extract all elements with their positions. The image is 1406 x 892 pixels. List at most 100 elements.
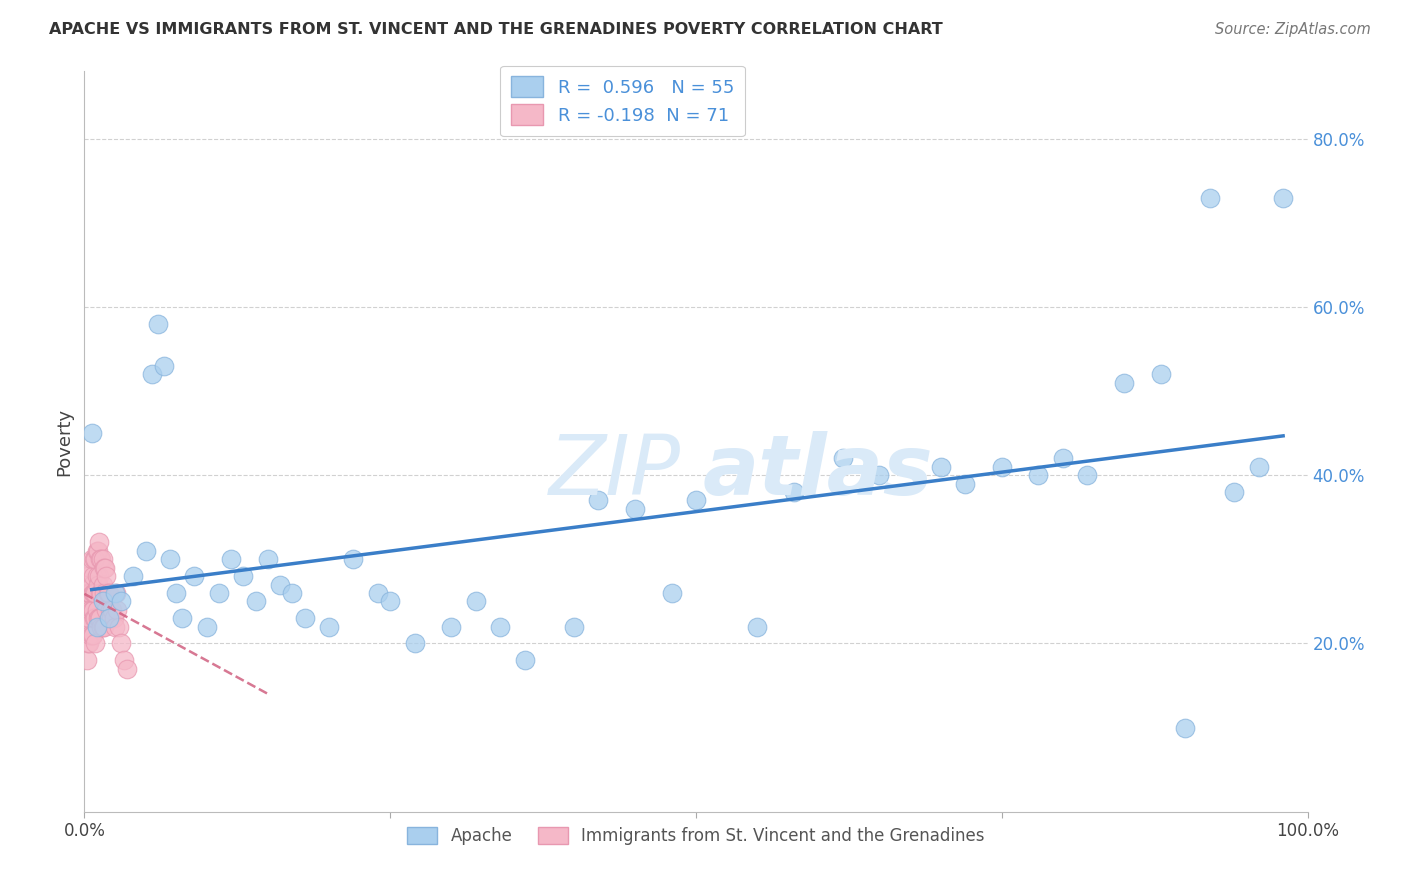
Point — [110, 636, 132, 650]
Point — [318, 619, 340, 633]
Point — [89, 552, 111, 566]
Point — [93, 586, 115, 600]
Point — [87, 611, 110, 625]
Point — [94, 560, 117, 574]
Point — [80, 603, 103, 617]
Point — [77, 594, 100, 608]
Point — [86, 569, 108, 583]
Point — [83, 586, 105, 600]
Point — [1150, 368, 1173, 382]
Point — [513, 653, 536, 667]
Point — [232, 569, 254, 583]
Point — [195, 619, 218, 633]
Point — [77, 569, 100, 583]
Point — [86, 544, 108, 558]
Point — [76, 619, 98, 633]
Point — [104, 586, 127, 600]
Point — [83, 552, 105, 566]
Point — [122, 569, 145, 583]
Point — [93, 619, 115, 633]
Point — [79, 586, 101, 600]
Point — [82, 586, 104, 600]
Point — [586, 493, 609, 508]
Point — [281, 586, 304, 600]
Point — [831, 451, 853, 466]
Point — [79, 603, 101, 617]
Point — [75, 586, 97, 600]
Point — [76, 653, 98, 667]
Point — [929, 459, 952, 474]
Point — [91, 594, 114, 608]
Point — [89, 611, 111, 625]
Point — [135, 544, 157, 558]
Point — [1223, 485, 1246, 500]
Point — [747, 619, 769, 633]
Point — [79, 628, 101, 642]
Point — [91, 577, 114, 591]
Point — [1028, 468, 1050, 483]
Point — [783, 485, 806, 500]
Point — [75, 569, 97, 583]
Point — [245, 594, 267, 608]
Point — [86, 603, 108, 617]
Point — [77, 586, 100, 600]
Text: atlas: atlas — [702, 431, 932, 512]
Point — [87, 611, 110, 625]
Point — [367, 586, 389, 600]
Point — [1247, 459, 1270, 474]
Text: ZIP: ZIP — [550, 431, 681, 512]
Point — [76, 577, 98, 591]
Point — [953, 476, 976, 491]
Point — [1198, 190, 1220, 204]
Point — [1076, 468, 1098, 483]
Point — [257, 552, 280, 566]
Point — [404, 636, 426, 650]
Point — [96, 603, 118, 617]
Point — [84, 611, 107, 625]
Point — [172, 611, 194, 625]
Point — [86, 619, 108, 633]
Point — [991, 459, 1014, 474]
Point — [97, 611, 120, 625]
Point — [96, 569, 118, 583]
Point — [110, 594, 132, 608]
Point — [100, 611, 122, 625]
Point — [624, 501, 647, 516]
Point — [84, 586, 107, 600]
Point — [89, 586, 111, 600]
Point — [105, 603, 128, 617]
Point — [84, 636, 107, 650]
Point — [103, 611, 125, 625]
Point — [82, 569, 104, 583]
Point — [97, 586, 120, 600]
Point — [97, 586, 120, 600]
Point — [1114, 376, 1136, 390]
Point — [1272, 190, 1295, 204]
Point — [661, 586, 683, 600]
Point — [869, 468, 891, 483]
Point — [440, 619, 463, 633]
Point — [94, 594, 117, 608]
Y-axis label: Poverty: Poverty — [55, 408, 73, 475]
Point — [77, 611, 100, 625]
Point — [685, 493, 707, 508]
Point — [1052, 451, 1074, 466]
Point — [153, 359, 176, 373]
Point — [1174, 721, 1197, 735]
Point — [82, 628, 104, 642]
Point — [464, 594, 486, 608]
Point — [76, 611, 98, 625]
Point — [83, 611, 105, 625]
Point — [80, 628, 103, 642]
Point — [77, 636, 100, 650]
Point — [104, 619, 127, 633]
Point — [269, 577, 291, 591]
Point — [90, 552, 112, 566]
Point — [79, 560, 101, 574]
Point — [90, 586, 112, 600]
Point — [489, 619, 512, 633]
Point — [80, 426, 103, 441]
Point — [77, 636, 100, 650]
Point — [101, 603, 124, 617]
Text: APACHE VS IMMIGRANTS FROM ST. VINCENT AND THE GRENADINES POVERTY CORRELATION CHA: APACHE VS IMMIGRANTS FROM ST. VINCENT AN… — [49, 22, 943, 37]
